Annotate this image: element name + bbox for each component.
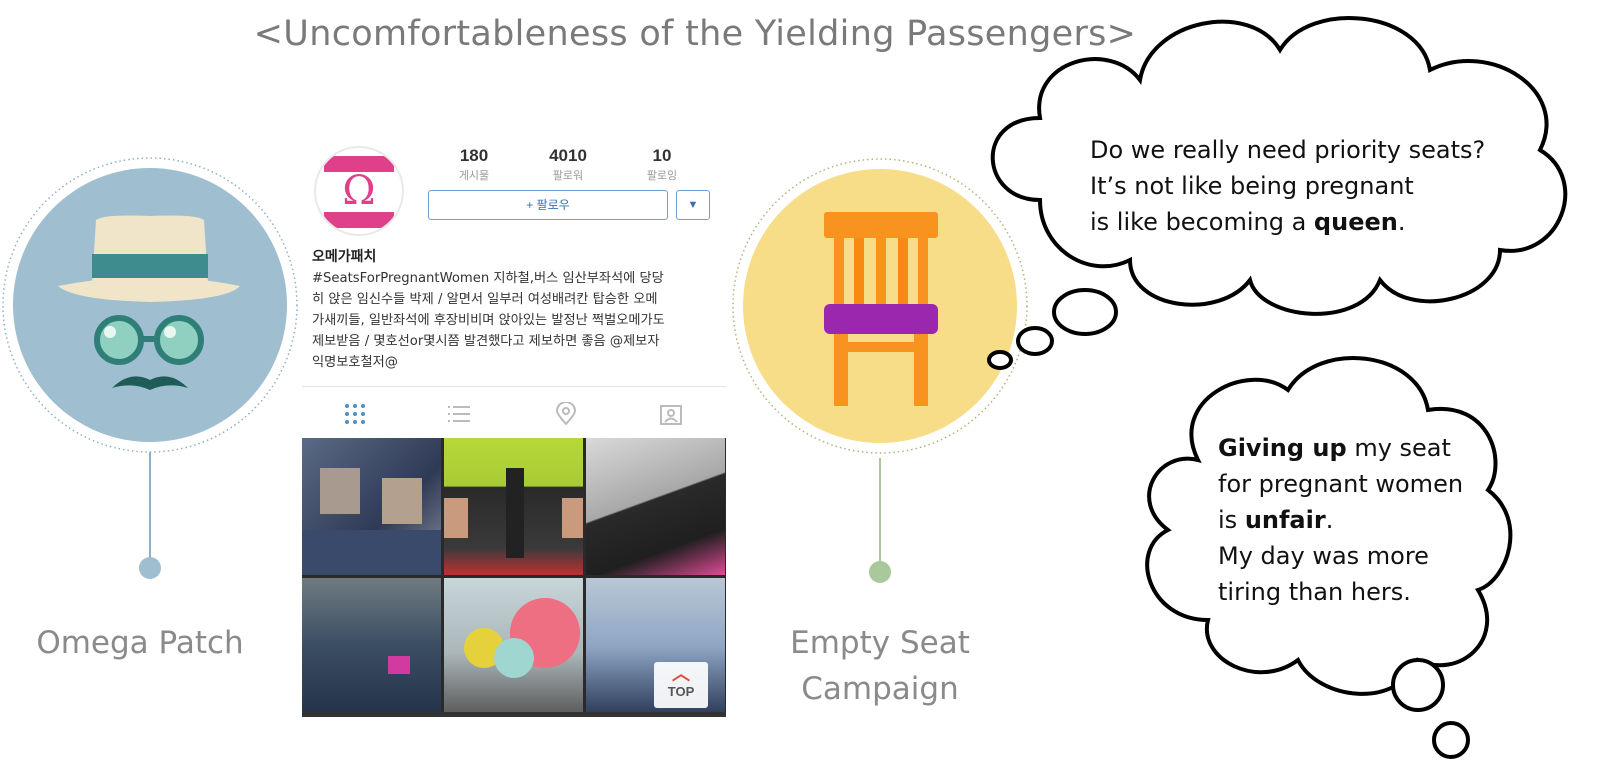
chair-icon [824,212,938,406]
hat-icon [58,215,240,302]
photo-thumbnail[interactable] [444,578,583,715]
chevron-up-icon: ︿ [672,664,690,684]
bio-line: 히 앉은 임신수들 박제 / 알면서 일부러 여성배려칸 탑승한 오메 [312,292,658,307]
followers-label: 팔로워 [552,170,584,182]
cloud-2-text: Giving up my seat for pregnant women is … [1218,430,1478,610]
mustache-icon [112,376,188,390]
thought-cloud-1 [987,15,1568,370]
photo-thumbnail[interactable] [444,438,583,575]
cloud-2-rest: my seat [1346,434,1451,462]
bottom-edge [302,712,726,717]
omega-patch-graphic [2,157,298,579]
cloud-2-line: is unfair. [1218,502,1478,538]
cloud-1-text: Do we really need priority seats? It’s n… [1090,132,1530,240]
thought-cloud-2 [1145,356,1513,759]
followers-count: 4010 [549,146,587,165]
chevron-down-icon[interactable]: ▼ [676,190,710,220]
instagram-profile-screenshot: Ω 180 게시물 4010 팔로워 10 팔로잉 + 팔로우 ▼ 오메가패치 … [302,140,726,718]
right-caption-line: Empty Seat [790,625,970,661]
right-caption-line: Campaign [801,671,959,707]
profile-name: 오메가패치 [312,248,377,264]
profile-bio: #SeatsForPregnantWomen 지하철,버스 임산부좌석에 당당 … [312,268,722,373]
cloud-1-emphasis: queen [1313,208,1398,236]
left-circle [13,168,287,442]
omega-logo-icon: Ω [342,168,376,214]
grid-view-icon[interactable] [342,402,368,426]
page-title: <Uncomfortableness of the Yielding Passe… [253,14,1137,54]
cloud-1-line: It’s not like being pregnant [1090,172,1414,200]
list-view-icon[interactable] [446,402,472,426]
following-count: 10 [652,146,672,165]
cloud-2-line: Giving up my seat [1218,430,1478,466]
posts-count: 180 [459,146,489,165]
right-caption: Empty Seat Campaign [760,620,1000,712]
bio-line: 제보받음 / 몇호선or몇시쯤 발견했다고 제보하면 좋음 @제보자 [312,334,660,349]
top-label: TOP [667,684,695,699]
empty-seat-graphic [732,158,1028,583]
bio-line: #SeatsForPregnantWomen 지하철,버스 임산부좌석에 당당 [312,271,664,286]
photo-thumbnail[interactable] [302,438,441,575]
left-caption: Omega Patch [36,625,244,661]
cloud-2-line: for pregnant women [1218,470,1464,498]
posts-stat: 180 게시물 [434,146,514,183]
right-dotted-ring [732,158,1028,454]
cloud-2-emphasis: Giving up [1218,434,1347,462]
cloud-2-prefix: is [1218,506,1245,534]
location-icon[interactable] [553,402,579,426]
following-stat: 10 팔로잉 [622,146,702,183]
tagged-icon[interactable] [658,402,684,426]
cloud-1-line: Do we really need priority seats? [1090,136,1486,164]
posts-label: 게시물 [458,170,490,182]
cloud-2-line: tiring than hers. [1218,578,1411,606]
cloud-1-line: is like becoming a queen. [1090,204,1530,240]
cloud-2-line: My day was more [1218,542,1429,570]
cloud-2-emphasis: unfair [1244,506,1326,534]
profile-divider [302,386,726,387]
right-stem-dot [869,561,891,583]
avatar-band-top [324,156,394,172]
photo-thumbnail[interactable] [302,578,441,715]
bio-line: 가새끼들, 일반좌석에 후장비비며 앉아있는 발정난 쩍벌오메가도 [312,313,665,328]
cloud-1-prefix: is like becoming a [1090,208,1314,236]
glasses-icon [94,315,204,365]
profile-avatar: Ω [314,146,404,236]
left-stem-dot [139,557,161,579]
cloud-2-suffix: . [1325,506,1334,534]
photo-thumbnail[interactable] [586,438,725,575]
follow-button[interactable]: + 팔로우 [428,190,668,220]
bio-line: 익명보호철저@ [312,355,398,370]
avatar-band-bottom [324,212,394,228]
scroll-to-top-button[interactable]: ︿ TOP [654,662,708,708]
following-label: 팔로잉 [646,170,678,182]
followers-stat: 4010 팔로워 [528,146,608,183]
cloud-1-suffix: . [1397,208,1406,236]
